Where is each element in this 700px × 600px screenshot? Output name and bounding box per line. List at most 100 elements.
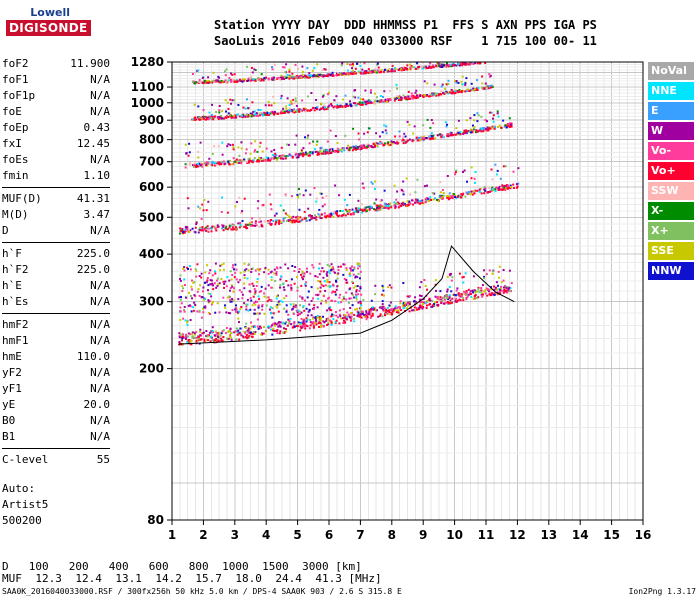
echo-point (304, 107, 307, 110)
echo-point (238, 338, 241, 341)
echo-point (398, 130, 401, 133)
echo-point (345, 281, 348, 284)
echo-point (233, 276, 236, 279)
echo-point (299, 110, 302, 113)
echo-point (509, 187, 512, 190)
echo-point (243, 330, 246, 333)
echo-point (269, 223, 272, 226)
param-row: yF1 N/A (2, 381, 110, 397)
echo-point (259, 158, 262, 161)
echo-point (300, 311, 303, 314)
echo-point (259, 333, 262, 336)
echo-point (495, 173, 498, 176)
echo-point (342, 98, 345, 101)
param-row: foE N/A (2, 104, 110, 120)
echo-point (383, 142, 386, 145)
echo-point (376, 145, 379, 148)
echo-point (243, 262, 246, 265)
echo-point (437, 64, 440, 67)
echo-point (226, 115, 229, 118)
muf-value: 14.2 (155, 572, 182, 585)
echo-point (459, 131, 462, 133)
echo-point (402, 65, 405, 68)
echo-point (341, 72, 344, 75)
echo-point (348, 316, 351, 319)
footer-file-info: SAA0K_2016040033000.RSF / 300fx256h 50 k… (2, 587, 402, 596)
echo-point (285, 219, 288, 222)
echo-point (327, 323, 330, 326)
echo-point (337, 272, 340, 275)
echo-point (184, 229, 187, 231)
echo-point (414, 96, 417, 99)
echo-point (206, 334, 209, 337)
echo-point (293, 108, 296, 111)
echo-point (392, 309, 395, 312)
echo-point (359, 98, 362, 100)
echo-point (251, 221, 253, 224)
echo-point (195, 331, 198, 334)
echo-point (288, 77, 291, 80)
echo-point (189, 229, 192, 232)
echo-point (352, 273, 355, 276)
echo-point (213, 164, 216, 167)
echo-point (326, 73, 329, 76)
echo-point (413, 309, 416, 312)
echo-point (392, 69, 395, 72)
echo-point (334, 291, 337, 293)
echo-point (333, 150, 336, 153)
echo-point (330, 104, 333, 107)
echo-point (363, 315, 366, 318)
echo-point (483, 275, 485, 278)
echo-point (248, 283, 251, 286)
echo-point (276, 267, 279, 270)
echo-point (189, 265, 191, 268)
echo-point (391, 310, 394, 313)
echo-point (444, 121, 447, 124)
echo-point (275, 212, 278, 215)
echo-point (297, 220, 300, 223)
echo-point (314, 322, 317, 325)
echo-point (489, 190, 491, 193)
echo-point (481, 295, 484, 298)
echo-point (488, 86, 491, 89)
param-value: 3.47 (83, 208, 111, 221)
x-tick-label: 14 (572, 528, 589, 542)
echo-point (218, 105, 221, 107)
echo-point (188, 228, 190, 231)
echo-point (287, 109, 290, 112)
echo-point (304, 299, 306, 302)
echo-point (306, 314, 309, 317)
echo-point (399, 300, 402, 303)
echo-point (189, 319, 192, 321)
echo-point (244, 225, 247, 228)
echo-point (325, 319, 328, 322)
echo-point (344, 134, 347, 137)
echo-point (442, 195, 444, 198)
echo-point (440, 85, 443, 88)
echo-point (382, 100, 385, 103)
echo-point (215, 338, 218, 340)
echo-point (195, 275, 198, 278)
echo-point (476, 130, 479, 133)
echo-point (345, 103, 348, 106)
echo-point (328, 215, 331, 218)
echo-point (253, 293, 256, 296)
echo-point (398, 68, 401, 70)
echo-point (338, 194, 341, 197)
param-row: hmF1 N/A (2, 333, 110, 349)
echo-point (210, 330, 213, 333)
echo-point (423, 94, 426, 96)
echo-point (332, 318, 335, 321)
echo-point (221, 339, 224, 342)
echo-point (482, 293, 484, 296)
echo-point (253, 302, 256, 304)
echo-point (195, 269, 198, 272)
echo-point (262, 158, 265, 161)
echo-point (204, 281, 206, 284)
echo-point (283, 297, 286, 300)
echo-point (309, 193, 312, 196)
echo-point (396, 201, 399, 204)
echo-point (264, 266, 267, 269)
echo-point (352, 102, 355, 105)
echo-point (406, 120, 409, 123)
